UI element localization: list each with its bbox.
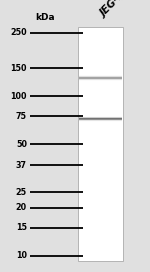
Bar	[79, 80, 122, 81]
Bar	[79, 114, 122, 115]
Text: 15: 15	[16, 223, 27, 232]
Bar	[79, 83, 122, 84]
Text: JEG-3: JEG-3	[99, 0, 128, 19]
Bar	[79, 73, 122, 74]
Bar	[79, 121, 122, 122]
Bar	[79, 117, 122, 118]
Text: 50: 50	[16, 140, 27, 149]
Bar	[79, 124, 122, 125]
Bar	[79, 78, 122, 79]
Bar	[79, 120, 122, 121]
Bar	[79, 115, 122, 116]
Text: 10: 10	[16, 251, 27, 260]
Bar	[79, 77, 122, 78]
Bar	[79, 79, 122, 80]
Bar	[79, 72, 122, 73]
Text: 20: 20	[16, 203, 27, 212]
Bar	[79, 84, 122, 85]
Bar	[78, 27, 123, 261]
Bar	[79, 123, 122, 124]
Bar	[79, 82, 122, 83]
Bar	[79, 113, 122, 114]
Text: 37: 37	[16, 160, 27, 169]
Text: 100: 100	[11, 92, 27, 101]
Bar	[79, 74, 122, 75]
Bar	[79, 118, 122, 119]
Text: kDa: kDa	[35, 13, 55, 22]
Bar	[79, 119, 122, 120]
Bar	[79, 81, 122, 82]
Text: 75: 75	[16, 112, 27, 120]
Bar	[79, 71, 122, 72]
Bar	[79, 122, 122, 123]
Bar	[79, 75, 122, 76]
Bar	[79, 116, 122, 117]
Text: 150: 150	[11, 64, 27, 73]
Bar	[79, 76, 122, 77]
Text: 25: 25	[16, 188, 27, 197]
Text: 250: 250	[10, 28, 27, 37]
